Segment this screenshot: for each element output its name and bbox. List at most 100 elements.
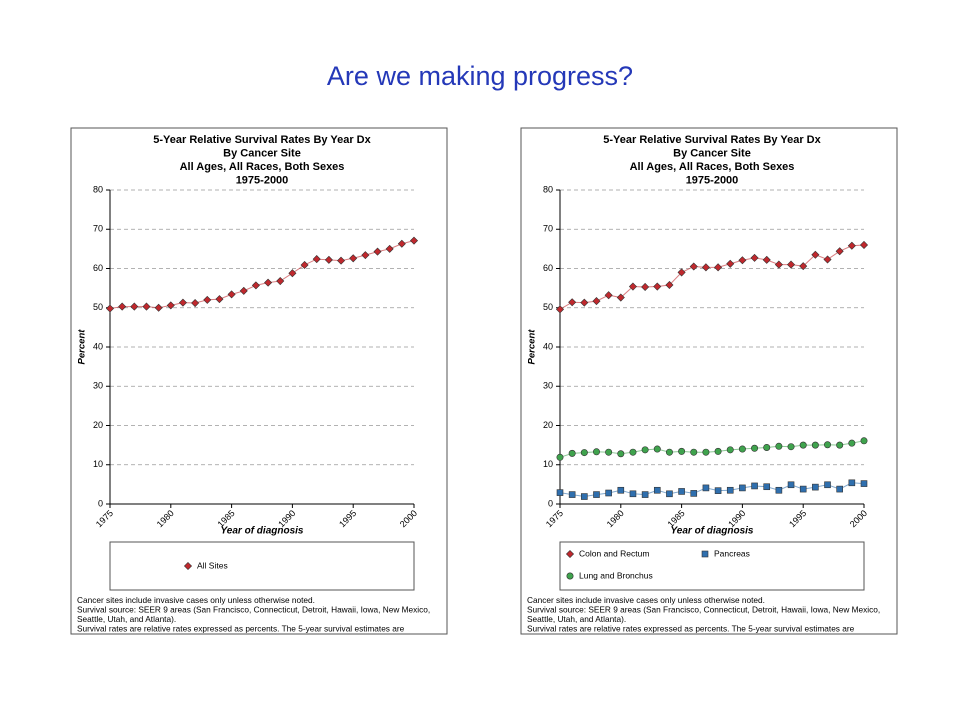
marker — [702, 448, 710, 456]
y-tick-label: 0 — [98, 498, 103, 508]
chart-title: 1975-2000 — [236, 174, 289, 186]
marker — [859, 240, 869, 249]
marker — [799, 485, 807, 493]
marker — [848, 479, 856, 487]
chart: 5-Year Relative Survival Rates By Year D… — [520, 127, 898, 635]
y-tick-label: 80 — [93, 184, 103, 194]
marker — [738, 445, 746, 453]
marker — [787, 443, 795, 451]
y-tick-label: 60 — [543, 263, 553, 273]
footnote-line: Cancer sites include invasive cases only… — [77, 595, 315, 605]
y-tick-label: 20 — [543, 420, 553, 430]
marker — [738, 256, 747, 265]
marker — [678, 447, 686, 455]
y-tick-label: 60 — [93, 263, 103, 273]
marker — [763, 443, 771, 451]
marker — [555, 305, 565, 314]
marker — [774, 260, 783, 269]
marker — [762, 255, 771, 264]
marker — [701, 263, 710, 272]
y-tick-label: 0 — [548, 498, 553, 508]
marker — [714, 447, 722, 455]
marker — [836, 441, 844, 449]
footnote-line: Seattle, Utah, and Atlanta). — [77, 614, 176, 624]
marker — [288, 269, 297, 278]
marker — [556, 489, 564, 496]
legend-marker — [566, 572, 574, 580]
y-tick-label: 30 — [93, 381, 103, 391]
marker — [811, 250, 820, 259]
marker — [605, 448, 613, 456]
marker — [689, 262, 698, 271]
marker — [653, 445, 661, 453]
marker — [312, 255, 321, 264]
marker — [361, 251, 370, 260]
marker — [349, 254, 358, 263]
marker — [714, 263, 723, 272]
legend-box — [109, 541, 415, 591]
chart: 5-Year Relative Survival Rates By Year D… — [70, 127, 448, 635]
marker — [751, 482, 758, 490]
marker — [300, 260, 309, 269]
marker — [580, 449, 588, 457]
marker — [847, 241, 856, 250]
chart-title: 5-Year Relative Survival Rates By Year D… — [603, 134, 821, 146]
marker — [860, 480, 868, 487]
marker — [848, 439, 856, 447]
marker — [592, 297, 601, 306]
legend-label: Pancreas — [714, 548, 750, 558]
legend-marker — [183, 561, 193, 571]
marker — [750, 253, 759, 262]
marker — [714, 487, 722, 494]
marker — [812, 483, 819, 491]
footnote-line: Survival rates are relative rates expres… — [527, 624, 855, 634]
footnote-line: Survival source: SEER 9 areas (San Franc… — [77, 605, 430, 615]
marker — [653, 282, 662, 291]
marker — [666, 490, 673, 498]
marker — [799, 262, 808, 271]
y-tick-label: 10 — [93, 459, 103, 469]
marker — [227, 290, 236, 299]
marker — [617, 486, 625, 494]
marker — [726, 486, 734, 494]
y-tick-label: 70 — [93, 224, 103, 234]
footnote-line: Cancer sites include invasive cases only… — [527, 595, 765, 605]
marker — [215, 295, 224, 304]
y-axis-label: Percent — [527, 329, 538, 365]
marker — [678, 488, 685, 495]
y-tick-label: 40 — [93, 341, 103, 351]
footnote: Cancer sites include invasive cases only… — [77, 595, 430, 634]
marker — [130, 302, 139, 311]
y-tick-label: 70 — [543, 224, 553, 234]
marker — [628, 282, 637, 291]
marker — [787, 260, 796, 269]
footnote: Cancer sites include invasive cases only… — [527, 595, 880, 634]
chart-title: 1975-2000 — [686, 174, 739, 186]
slide-title: Are we making progress? — [327, 61, 633, 91]
y-tick-label: 50 — [543, 302, 553, 312]
marker — [568, 449, 576, 457]
marker — [823, 255, 832, 264]
marker — [824, 441, 832, 449]
marker — [690, 448, 698, 456]
chart-title: 5-Year Relative Survival Rates By Year D… — [153, 134, 371, 146]
marker — [142, 302, 151, 311]
marker — [604, 291, 613, 300]
marker — [409, 236, 419, 245]
marker — [811, 441, 819, 449]
legend-box — [559, 541, 865, 591]
marker — [641, 491, 649, 498]
marker — [191, 299, 200, 308]
marker — [617, 450, 625, 458]
marker — [739, 484, 746, 492]
marker — [239, 286, 248, 295]
marker — [726, 446, 734, 454]
marker — [775, 442, 783, 450]
marker — [385, 244, 394, 253]
marker — [154, 303, 163, 312]
legend-label: Lung and Bronchus — [579, 570, 653, 580]
marker — [641, 446, 649, 454]
marker — [276, 277, 285, 286]
marker — [592, 448, 600, 456]
